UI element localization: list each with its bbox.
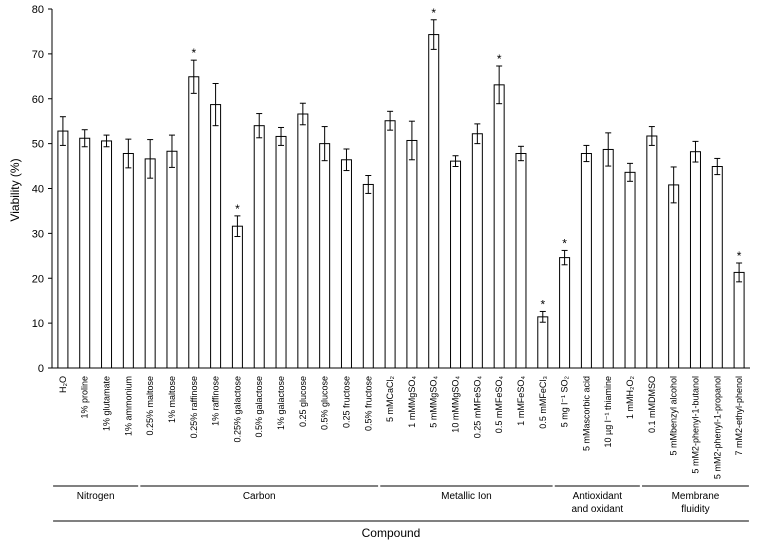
bar (471, 133, 483, 369)
bar (624, 171, 636, 369)
significance-marker: * (562, 236, 567, 250)
category-label: 5 mMMgSO₄ (429, 376, 439, 428)
category-label: 5 mMCaCl₂ (385, 375, 395, 422)
category-label: 0.25% galactose (232, 376, 242, 443)
group-label: Carbon (243, 491, 276, 502)
bar (711, 166, 723, 369)
labels-layer: H₂O 1% proline 1% glutamate 1% ammonium 0.25… (53, 375, 749, 522)
y-tick-label: 60 (32, 94, 44, 106)
y-tick-label: 70 (32, 49, 44, 61)
significance-marker: * (497, 52, 502, 66)
bar (340, 159, 352, 369)
group-label: Nitrogen (77, 491, 115, 502)
y-tick-label: 30 (32, 228, 44, 240)
significance-marker: * (540, 297, 545, 311)
group-label: Membrane fluidity (672, 491, 720, 515)
bar (384, 120, 396, 369)
y-tick-label: 50 (32, 139, 44, 151)
category-label: 1 mMH₂O₂ (625, 376, 635, 419)
category-label: 0.5 mMFeSO₄ (494, 376, 504, 434)
bars-layer: * * * * * * * (57, 6, 745, 369)
bar (297, 113, 309, 369)
category-label: 0.1 mMDMSO (647, 376, 657, 433)
bar (646, 135, 658, 369)
category-label: 1 mMMgSO₄ (407, 376, 417, 428)
group-label: Metallic Ion (441, 491, 492, 502)
y-tick-label: 0 (38, 363, 44, 375)
category-label: 5 mM2-phenyl-1-butanol (690, 376, 700, 474)
bar (210, 104, 222, 369)
category-label: 1 mMFeSO₄ (516, 376, 526, 426)
y-tick-label: 40 (32, 184, 44, 196)
category-label: 1% proline (80, 376, 90, 419)
bar (253, 125, 265, 369)
y-axis-title: Viability (%) (8, 158, 22, 221)
category-label: 0.25 mMFeSO₄ (472, 376, 482, 439)
bar (275, 135, 287, 369)
bar (188, 76, 200, 369)
bar (144, 158, 156, 369)
category-label: 0.5% galactose (254, 376, 264, 438)
category-label: 1% raffinose (211, 376, 221, 426)
bar (166, 150, 178, 369)
bar (580, 152, 592, 369)
category-label: 0.25 fructose (341, 376, 351, 428)
category-label: 0.5% fructose (363, 376, 373, 431)
bar (79, 137, 91, 369)
bar (668, 184, 680, 369)
category-label: 7 mM2-ethyl-phenol (734, 376, 744, 456)
y-tick-label: 80 (32, 4, 44, 16)
significance-marker: * (235, 202, 240, 216)
group-label: Antioxidant and oxidant (571, 491, 623, 515)
category-label: H₂O (58, 376, 68, 393)
category-label: 0.25% maltose (145, 376, 155, 436)
category-label: 1% ammonium (123, 376, 133, 436)
bar (122, 152, 134, 369)
bar (733, 271, 745, 369)
x-axis-title: Compound (362, 526, 421, 540)
bar (362, 183, 374, 369)
bar (406, 139, 418, 369)
bar (689, 151, 701, 369)
category-label: 0.25% raffinose (189, 376, 199, 438)
significance-marker: * (737, 249, 742, 263)
category-label: 5 mMascorbic acid (581, 376, 591, 451)
category-label: 1% galactose (276, 376, 286, 430)
y-tick-label: 20 (32, 273, 44, 285)
category-label: 5 mg l⁻¹ SO₂ (560, 376, 570, 428)
bar (231, 225, 243, 369)
category-label: 0.5% glucose (320, 376, 330, 430)
bar (602, 148, 614, 369)
bar (101, 140, 113, 369)
bar (515, 152, 527, 369)
category-label: 1% glutamate (102, 376, 112, 431)
category-label: 10 mMMgSO₄ (451, 376, 461, 433)
bar (559, 257, 571, 369)
bar (57, 130, 69, 369)
category-label: 1% maltose (167, 376, 177, 423)
bar (319, 143, 331, 369)
significance-marker: * (191, 46, 196, 60)
category-label: 0.25 glucose (298, 376, 308, 427)
bar (428, 34, 440, 369)
category-label: 10 µg l⁻¹ thiamine (603, 376, 613, 447)
y-tick-label: 10 (32, 318, 44, 330)
bar (450, 160, 462, 369)
significance-marker: * (431, 6, 436, 20)
category-label: 5 mMbenzyl alcohol (669, 376, 679, 456)
bar (537, 316, 549, 369)
category-label: 0.5 mMFeCl₃ (538, 376, 548, 429)
category-label: 5 mM2-phenyl-1-propanol (712, 376, 722, 479)
bar (493, 84, 505, 369)
